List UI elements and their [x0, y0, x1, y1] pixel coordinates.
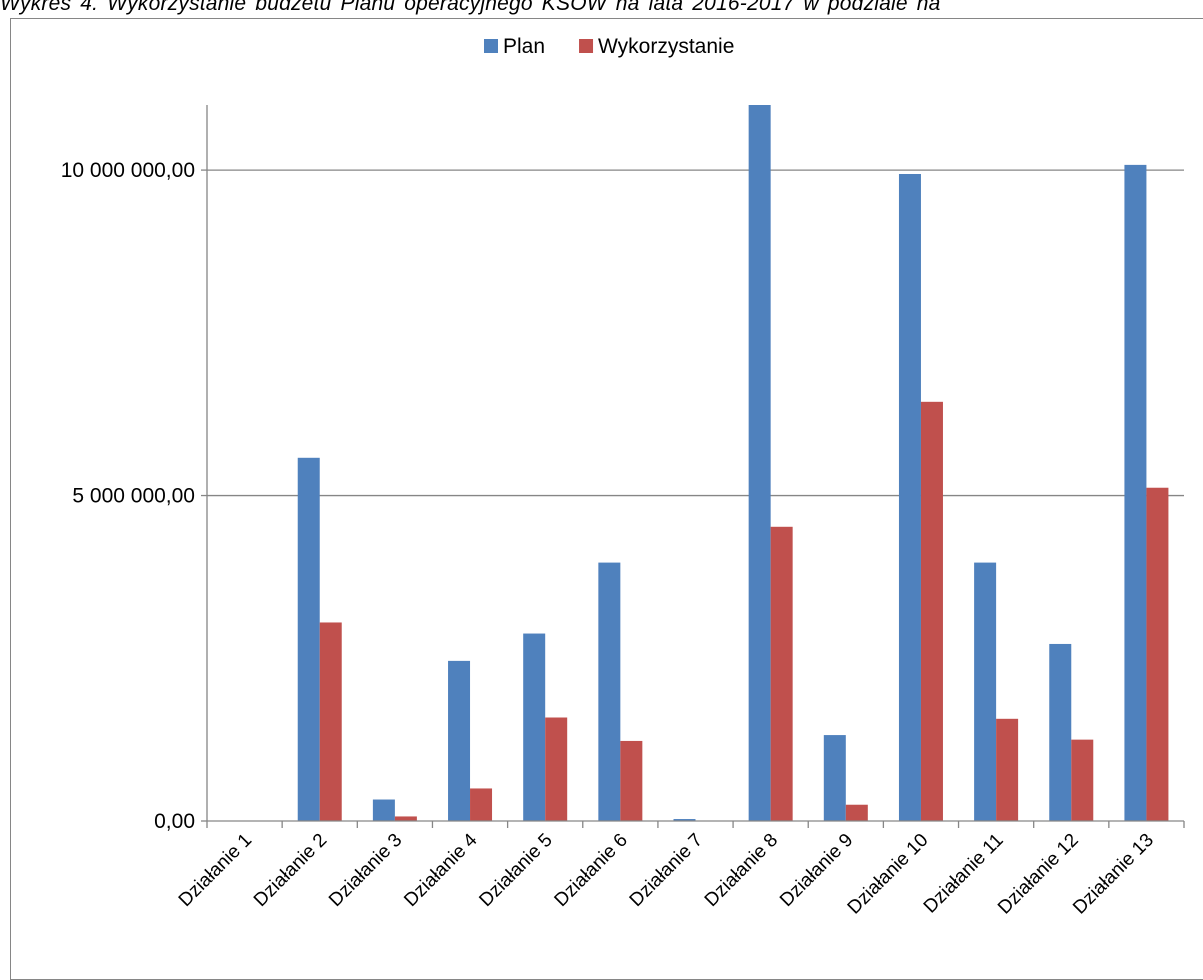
x-tick-label: Działanie 5: [475, 830, 556, 911]
gridlines: [207, 169, 1184, 497]
legend-label-plan: Plan: [503, 35, 545, 58]
bar-plan: [598, 562, 621, 821]
bar-wykorzystanie: [1146, 487, 1169, 821]
bar-plan: [823, 735, 846, 821]
bar-plan: [297, 457, 320, 821]
bar-plan: [748, 105, 771, 821]
bar-plan: [898, 173, 921, 822]
legend-label-wykorzystanie: Wykorzystanie: [598, 35, 734, 58]
bar-wykorzystanie: [470, 788, 493, 821]
x-tick-label: Działanie 4: [400, 829, 482, 911]
x-tick-label: Działanie 3: [325, 830, 406, 911]
bar-plan: [1049, 643, 1072, 821]
legend-swatch-plan: [484, 39, 498, 53]
bar-wykorzystanie: [996, 718, 1019, 821]
bar-wykorzystanie: [770, 526, 793, 821]
bar-wykorzystanie: [545, 717, 568, 821]
y-tick-label: 5 000 000,00: [72, 485, 195, 508]
bar-plan: [1124, 164, 1147, 821]
x-tick-label: Działanie 7: [626, 830, 707, 911]
bar-plan: [673, 819, 696, 821]
x-tick-label: Działanie 13: [1069, 830, 1158, 919]
bar-wykorzystanie: [319, 622, 342, 821]
bar-chart: 0,00 5 000 000,00 10 000 000,00 Działanie …: [61, 35, 1185, 918]
x-tick-label: Działanie 2: [250, 830, 331, 911]
x-tick-label: Działanie 9: [776, 830, 857, 911]
y-tick-label: 10 000 000,00: [61, 159, 195, 182]
y-tick-label: 0,00: [154, 810, 195, 833]
x-tick-label: Działanie 10: [844, 830, 933, 919]
legend-swatch-wykorzystanie: [579, 39, 594, 53]
figure-caption: Wykres 4. Wykorzystanie budżetu Planu op…: [0, 0, 941, 15]
y-tick-labels: 0,00 5 000 000,00 10 000 000,00: [61, 159, 195, 833]
x-tick-label: Działanie 6: [551, 830, 632, 911]
x-tick-label: Działanie 1: [175, 830, 256, 911]
axes: [201, 105, 1185, 828]
chart-frame: 0,00 5 000 000,00 10 000 000,00 Działanie …: [10, 18, 1203, 980]
bar-wykorzystanie: [1071, 739, 1094, 821]
bar-plan: [523, 633, 546, 821]
bar-plan: [448, 660, 471, 821]
bar-plan: [974, 562, 997, 821]
x-tick-label: Działanie 8: [701, 830, 782, 911]
bar-wykorzystanie: [845, 804, 868, 821]
bars: [297, 105, 1169, 822]
bar-wykorzystanie: [394, 816, 417, 821]
bar-wykorzystanie: [620, 740, 643, 821]
bar-plan: [372, 799, 395, 821]
legend: Plan Wykorzystanie: [484, 35, 734, 58]
bar-wykorzystanie: [920, 401, 943, 821]
